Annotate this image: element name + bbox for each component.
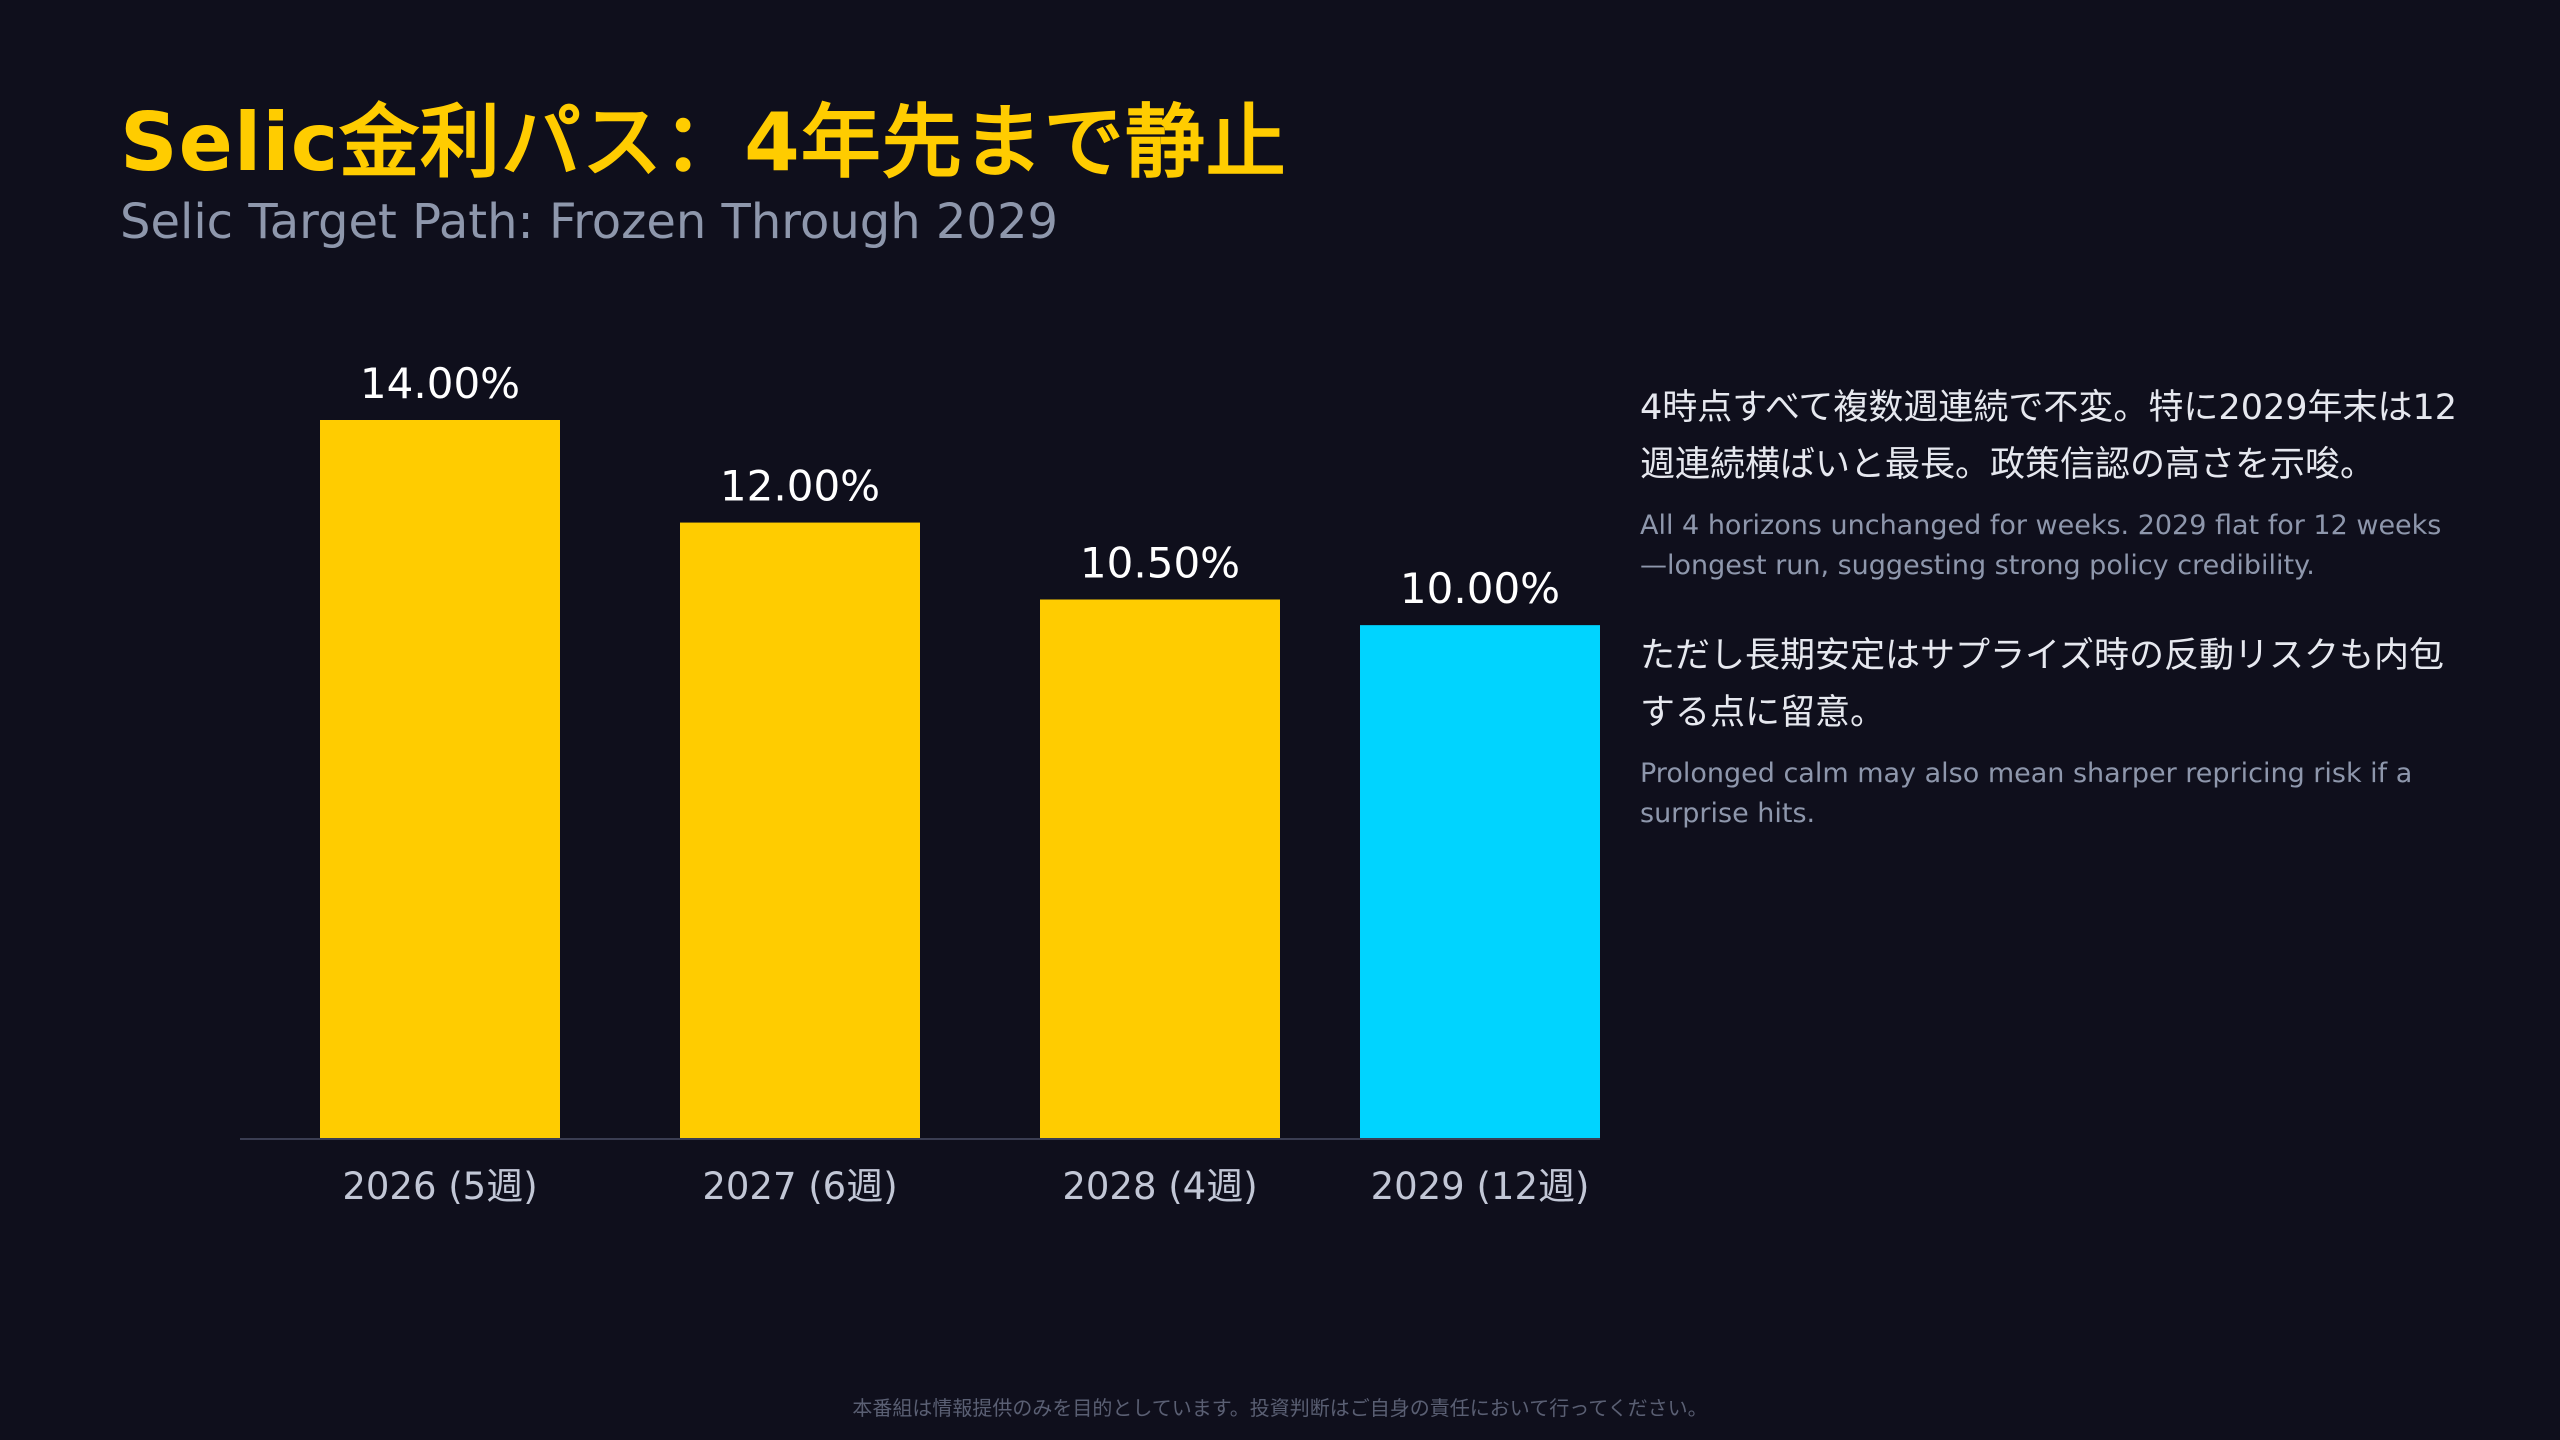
page-title: Selic金利パス：4年先まで静止 bbox=[120, 96, 1287, 189]
bar-value-label-3: 10.00% bbox=[1400, 564, 1560, 613]
commentary-block-1: 4時点すべて複数週連続で不変。特に2029年末は12週連続横ばいと最長。政策信認… bbox=[1640, 380, 2460, 586]
commentary-1-japanese: 4時点すべて複数週連続で不変。特に2029年末は12週連続横ばいと最長。政策信認… bbox=[1640, 388, 2458, 485]
bar-value-label-1: 12.00% bbox=[720, 462, 880, 511]
x-tick-label-3: 2029 (12週) bbox=[1371, 1165, 1590, 1208]
bar-0 bbox=[320, 420, 560, 1138]
x-tick-label-0: 2026 (5週) bbox=[342, 1165, 537, 1208]
bar-3 bbox=[1360, 625, 1600, 1138]
commentary-panel: 4時点すべて複数週連続で不変。特に2029年末は12週連続横ばいと最長。政策信認… bbox=[1640, 380, 2460, 834]
x-tick-label-1: 2027 (6週) bbox=[702, 1165, 897, 1208]
bar-value-label-2: 10.50% bbox=[1080, 539, 1240, 588]
bar-value-label-0: 14.00% bbox=[360, 359, 520, 408]
bar-1 bbox=[680, 522, 920, 1138]
page-subtitle: Selic Target Path: Frozen Through 2029 bbox=[120, 194, 1059, 250]
commentary-2-japanese: ただし長期安定はサプライズ時の反動リスクも内包する点に留意。 bbox=[1640, 636, 2444, 733]
commentary-1-english: All 4 horizons unchanged for weeks. 2029… bbox=[1640, 510, 2442, 581]
commentary-2-english: Prolonged calm may also mean sharper rep… bbox=[1640, 758, 2413, 829]
footer-disclaimer: 本番組は情報提供のみを目的としています。投資判断はご自身の責任において行ってくだ… bbox=[852, 1396, 1708, 1420]
x-tick-label-2: 2028 (4週) bbox=[1062, 1165, 1257, 1208]
bar-chart: 14.00% 2026 (5週) 12.00% 2027 (6週) 10.50% 2028… bbox=[240, 359, 1600, 1208]
commentary-block-2: ただし長期安定はサプライズ時の反動リスクも内包する点に留意。 Prolonged… bbox=[1640, 628, 2460, 834]
bar-2 bbox=[1040, 599, 1280, 1138]
